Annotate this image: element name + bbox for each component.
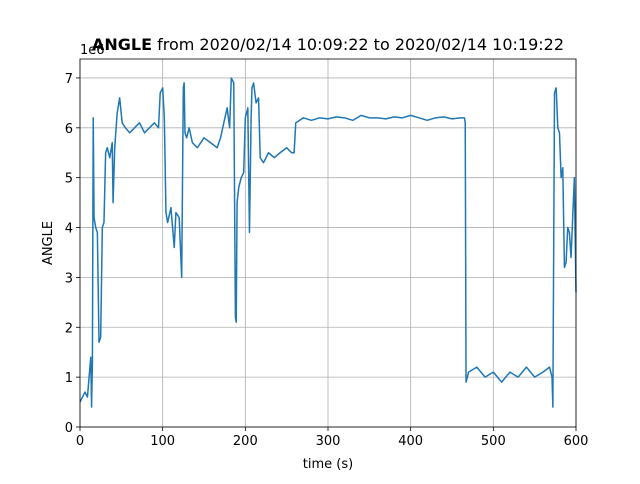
y-tick-label: 0 bbox=[65, 421, 73, 436]
y-tick-label: 5 bbox=[65, 172, 73, 187]
x-tick-label: 500 bbox=[481, 434, 506, 449]
title-text: from 2020/02/14 10:09:22 to 2020/02/14 1… bbox=[157, 35, 564, 54]
x-tick-label: 0 bbox=[76, 434, 84, 449]
y-axis-label: ANGLE bbox=[41, 221, 56, 265]
x-tick-label: 300 bbox=[316, 434, 341, 449]
y-offset-label: 1e6 bbox=[80, 43, 105, 58]
title-bold: ANGLE bbox=[92, 35, 152, 54]
y-tick-label: 3 bbox=[65, 271, 73, 286]
ticks: 0 100 200 300 400 500 600 0 1 2 3 4 5 6 7 bbox=[65, 72, 589, 449]
x-axis-label: time (s) bbox=[303, 457, 353, 472]
y-tick-label: 6 bbox=[65, 122, 73, 137]
y-tick-label: 2 bbox=[65, 321, 73, 336]
y-tick-label: 1 bbox=[65, 371, 73, 386]
y-tick-label: 4 bbox=[65, 222, 73, 237]
x-tick-label: 200 bbox=[233, 434, 258, 449]
chart-title: ANGLE from 2020/02/14 10:09:22 to 2020/0… bbox=[92, 35, 564, 54]
data-line bbox=[79, 77, 577, 408]
x-tick-label: 600 bbox=[564, 434, 589, 449]
x-tick-label: 400 bbox=[398, 434, 423, 449]
grid bbox=[79, 59, 577, 428]
y-tick-label: 7 bbox=[65, 72, 73, 87]
x-tick-label: 100 bbox=[150, 434, 175, 449]
plot bbox=[79, 77, 577, 408]
